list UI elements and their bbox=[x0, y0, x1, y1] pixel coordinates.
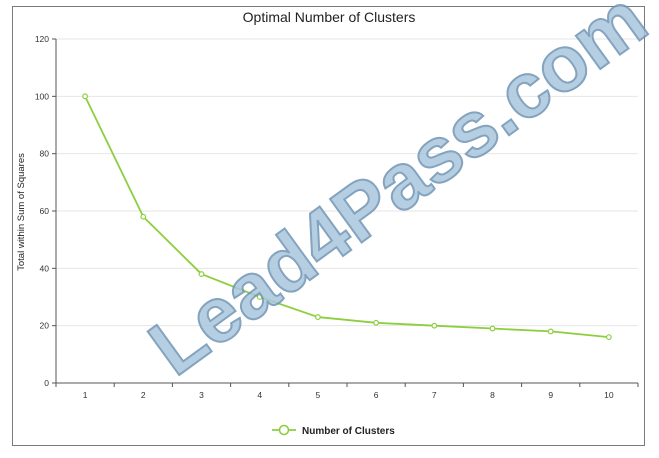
y-tick-label: 60 bbox=[40, 206, 50, 216]
data-point bbox=[140, 213, 147, 220]
x-tick-label: 3 bbox=[199, 390, 204, 400]
x-tick-label: 7 bbox=[432, 390, 437, 400]
x-tick-label: 9 bbox=[548, 390, 553, 400]
y-tick-labels: 0 20 40 60 80 100 120 bbox=[35, 34, 49, 388]
x-tick-label: 4 bbox=[257, 390, 262, 400]
data-point bbox=[198, 271, 205, 277]
series-group bbox=[82, 93, 612, 341]
x-tick-labels: 1 2 3 4 5 6 7 8 9 10 bbox=[83, 390, 614, 400]
legend-label: Number of Clusters bbox=[302, 426, 395, 437]
legend[interactable]: Number of Clusters bbox=[272, 424, 395, 438]
y-tick-label: 0 bbox=[44, 378, 49, 388]
data-point bbox=[373, 319, 380, 326]
data-point bbox=[489, 325, 496, 332]
legend-marker bbox=[278, 424, 290, 436]
chart-title: Optimal Number of Clusters bbox=[243, 9, 416, 25]
data-point bbox=[315, 314, 321, 320]
x-tick-label: 6 bbox=[374, 390, 379, 400]
x-tick-label: 1 bbox=[83, 390, 88, 400]
x-tick-label: 5 bbox=[316, 390, 321, 400]
watermark: Lead4Pass.com bbox=[133, 0, 659, 392]
y-tick-label: 40 bbox=[40, 263, 50, 273]
data-point bbox=[256, 294, 263, 300]
data-point bbox=[431, 322, 438, 329]
grid-lines bbox=[56, 38, 638, 327]
y-axis-label: Total within Sum of Squares bbox=[16, 153, 27, 271]
chart-frame bbox=[12, 6, 645, 446]
axes bbox=[52, 38, 639, 387]
x-tick-label: 10 bbox=[604, 390, 614, 400]
y-tick-label: 100 bbox=[35, 91, 49, 101]
y-tick-label: 120 bbox=[35, 34, 49, 44]
x-tick-label: 2 bbox=[141, 390, 146, 400]
y-tick-label: 20 bbox=[40, 321, 50, 331]
data-point bbox=[82, 93, 88, 100]
data-point bbox=[547, 328, 554, 335]
series-line bbox=[84, 95, 609, 339]
data-point bbox=[606, 334, 612, 341]
y-tick-label: 80 bbox=[40, 149, 50, 159]
x-tick-label: 8 bbox=[490, 390, 495, 400]
